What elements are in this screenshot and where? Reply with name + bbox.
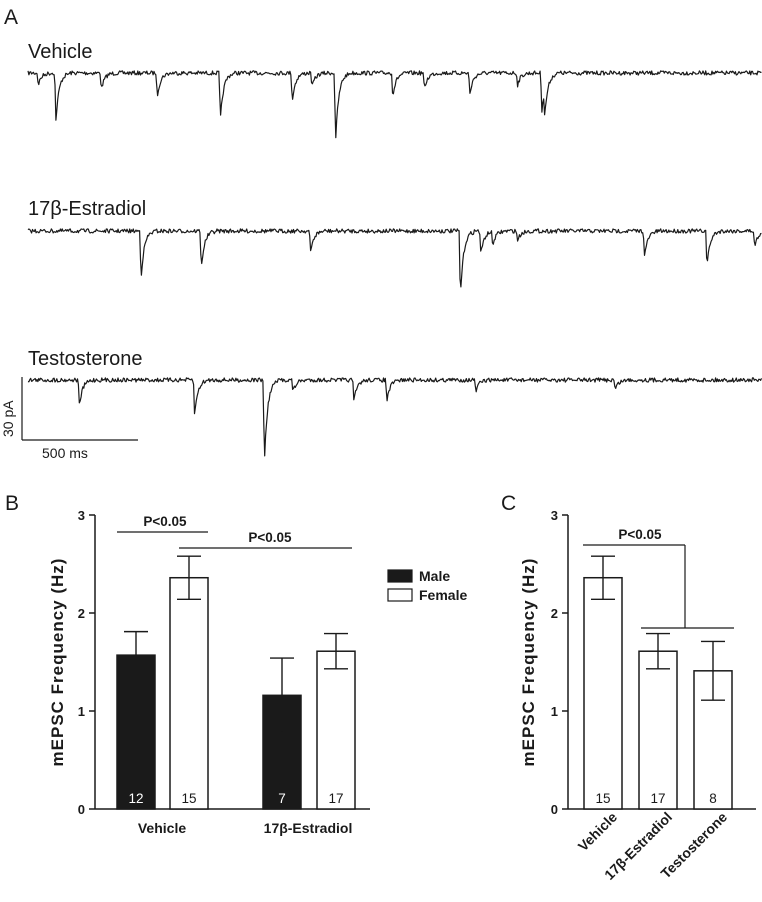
y-tick-label: 2: [78, 606, 85, 621]
y-axis-title-b: mEPSC Frequency (Hz): [48, 558, 67, 767]
n-label: 12: [128, 791, 143, 806]
significance-b: P<0.05 P<0.05: [117, 514, 352, 549]
bar: [316, 650, 356, 810]
bar: [583, 576, 623, 810]
category-label-vehicle: Vehicle: [138, 820, 186, 836]
current-trace: [27, 377, 762, 457]
n-label: 15: [595, 791, 610, 806]
trace-label: Vehicle: [28, 41, 93, 63]
y-tick-label: 3: [551, 508, 558, 523]
y-tick-label: 0: [78, 802, 85, 817]
n-label: 7: [278, 791, 286, 806]
sig-label-c: P<0.05: [618, 527, 662, 542]
category-label-estradiol: 17β-Estradiol: [264, 820, 353, 836]
current-trace: [27, 228, 762, 288]
y-tick-label: 2: [551, 606, 558, 621]
legend-swatch-male: [387, 569, 413, 583]
y-axis-title-c: mEPSC Frequency (Hz): [519, 558, 538, 767]
trace-group: Vehicle 17β-Estradiol Testosterone: [27, 41, 762, 457]
y-tick-label: 3: [78, 508, 85, 523]
sig-label-b-2: P<0.05: [248, 530, 292, 545]
bar: [116, 654, 156, 810]
panel-a: A Vehicle 17β-Estradiol Testosterone 30 pA…: [0, 6, 762, 461]
y-tick-label: 0: [551, 802, 558, 817]
legend-label-female: Female: [419, 587, 467, 603]
n-label: 15: [181, 791, 196, 806]
y-tick-label: 1: [551, 704, 558, 719]
panel-letter-a: A: [4, 6, 18, 29]
current-trace: [27, 70, 762, 139]
n-label: 17: [650, 791, 665, 806]
bars-b: 12 7 15 17: [116, 555, 356, 810]
scale-bar: 30 pA 500 ms: [0, 377, 138, 461]
y-tick-label: 1: [78, 704, 85, 719]
trace-label: Testosterone: [28, 348, 143, 370]
y-ticks-b: 0 1 2 3: [78, 508, 95, 817]
significance-c: P<0.05: [583, 527, 734, 629]
legend-b: Male Female: [387, 568, 467, 603]
scale-bar-x-label: 500 ms: [42, 445, 88, 461]
n-label: 17: [328, 791, 343, 806]
panel-letter-c: C: [501, 492, 516, 515]
panel-letter-b: B: [5, 492, 19, 515]
bar: [169, 576, 209, 810]
legend-label-male: Male: [419, 568, 450, 584]
scale-bar-y-label: 30 pA: [0, 400, 16, 437]
n-label: 8: [709, 791, 717, 806]
sig-label-b-1: P<0.05: [143, 514, 187, 529]
category-label-vehicle-c: Vehicle: [575, 809, 621, 855]
bar: [638, 650, 678, 810]
legend-swatch-female: [387, 588, 413, 602]
panel-c: C mEPSC Frequency (Hz) 0 1 2 3 15 17 8 Vehicl…: [501, 492, 756, 883]
trace-label: 17β-Estradiol: [28, 198, 146, 220]
bars-c: 15 17 8: [583, 555, 733, 810]
y-ticks-c: 0 1 2 3: [551, 508, 568, 817]
